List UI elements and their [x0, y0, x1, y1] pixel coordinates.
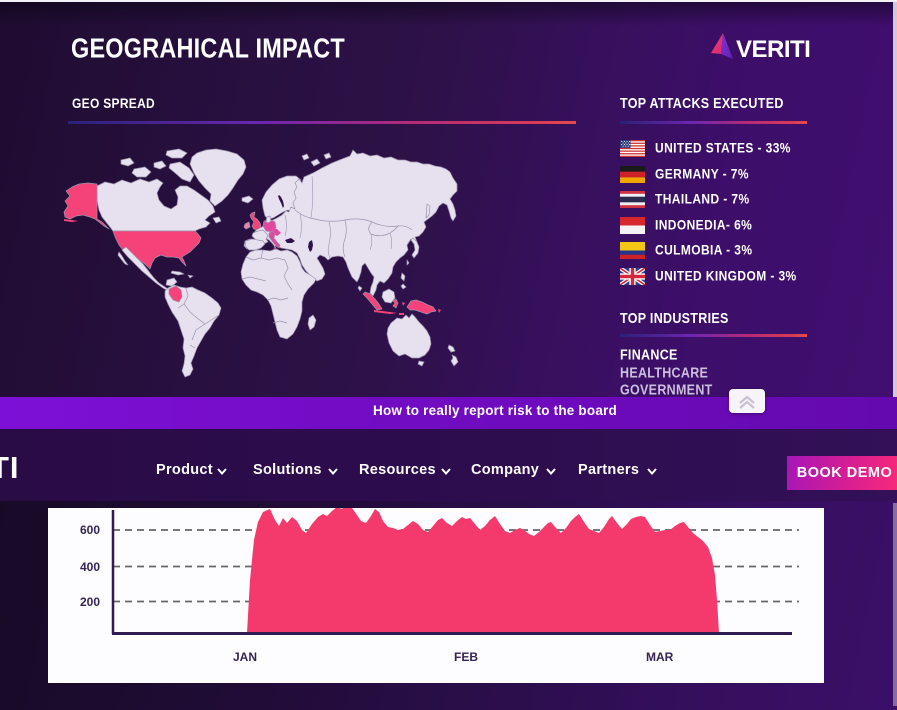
svg-text:200: 200: [80, 595, 100, 609]
svg-text:FEB: FEB: [454, 650, 478, 664]
svg-text:MAR: MAR: [646, 650, 674, 664]
svg-text:VERITI: VERITI: [736, 36, 810, 63]
svg-text:JAN: JAN: [233, 650, 257, 664]
svg-text:600: 600: [80, 523, 100, 537]
svg-text:400: 400: [80, 560, 100, 574]
